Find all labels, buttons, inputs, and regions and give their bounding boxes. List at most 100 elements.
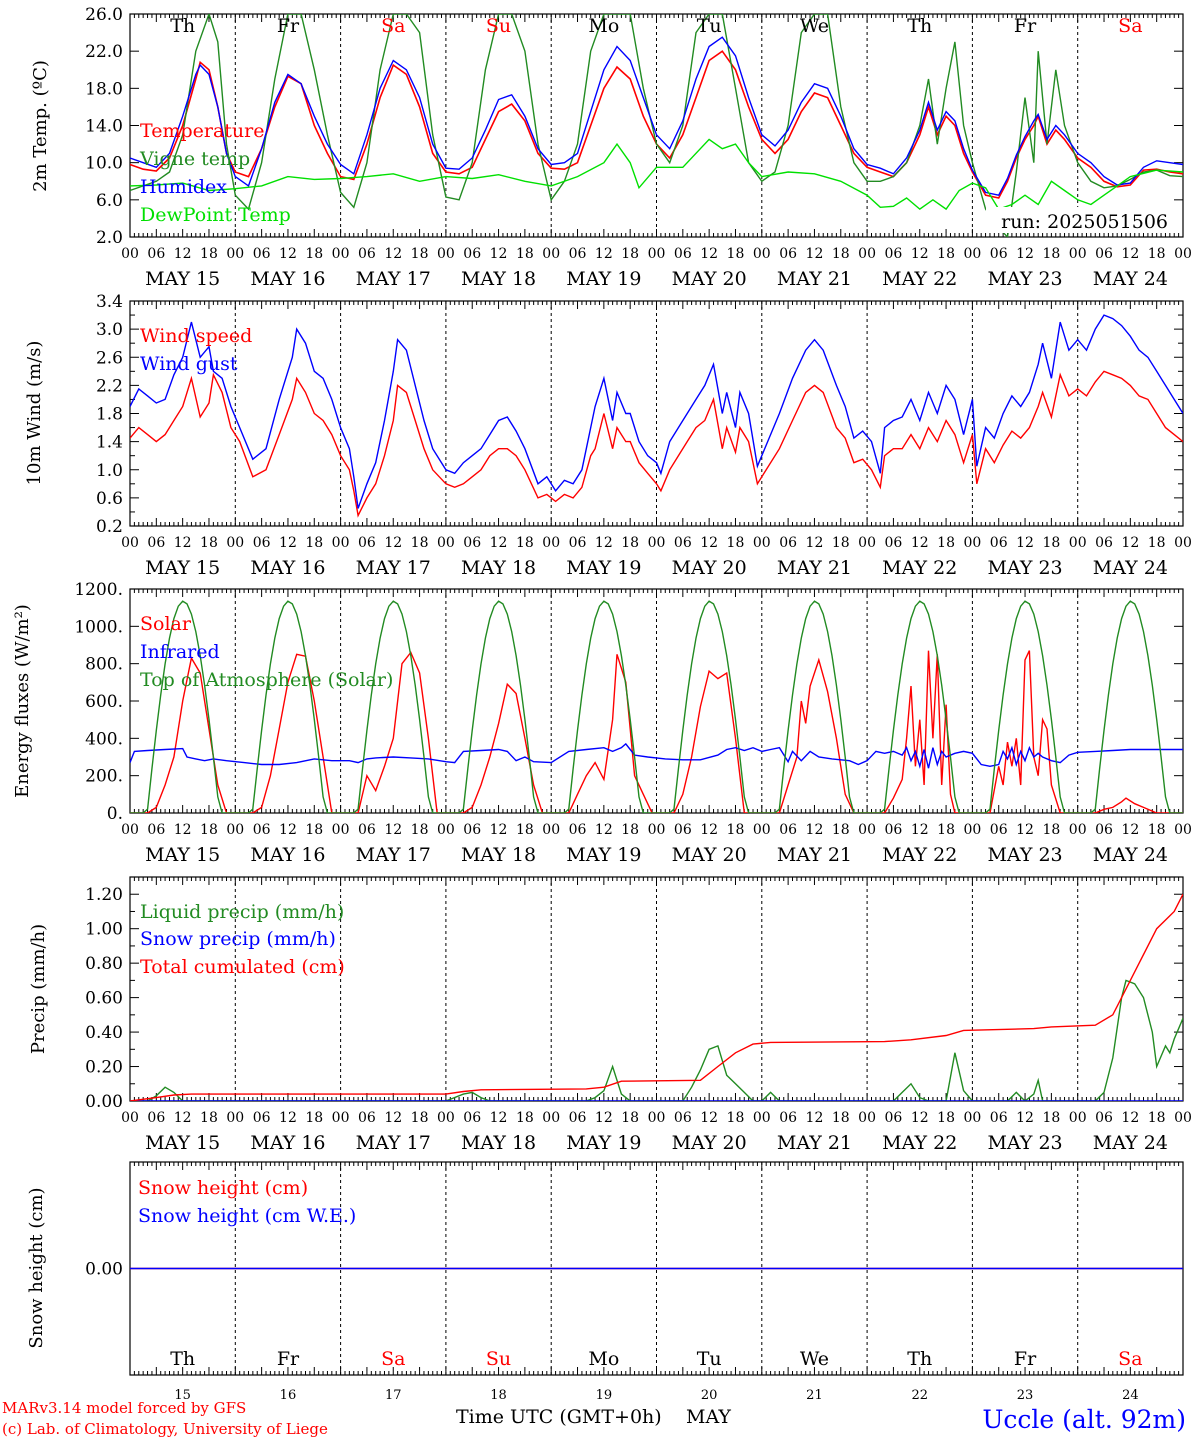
legend-entry: Top of Atmosphere (Solar) — [140, 669, 393, 691]
y-tick-label: 2.0 — [96, 228, 123, 248]
weekday-label: Th — [907, 1348, 932, 1370]
hour-label: 00 — [963, 535, 981, 551]
y-tick-label: 200. — [85, 767, 123, 787]
hour-label: 00 — [542, 535, 560, 551]
panel-1: 2.0 6.0 10.0 14.0 18.0 22.0 26.0 2m Temp. (ºC) 0… — [30, 5, 1192, 290]
hour-label: 18 — [1042, 822, 1060, 838]
hour-label: 06 — [147, 1110, 165, 1126]
hour-label: 06 — [463, 1110, 481, 1126]
run-label: run: 2025051506 — [1001, 211, 1168, 233]
hour-label: 18 — [516, 535, 534, 551]
hour-label: 18 — [200, 535, 218, 551]
hour-label: 00 — [648, 822, 666, 838]
date-label: MAY 22 — [882, 844, 957, 866]
hour-label: 00 — [226, 822, 244, 838]
y-tick-label: 1200. — [74, 580, 123, 600]
hour-label: 00 — [1069, 1110, 1087, 1126]
y-tick-label: 6.0 — [96, 191, 123, 211]
hour-label: 12 — [911, 1110, 929, 1126]
date-label: MAY 15 — [145, 844, 220, 866]
hour-label: 18 — [1148, 1110, 1166, 1126]
y-tick-label: 800. — [85, 655, 123, 675]
series-line-liquid-precip-mm-h- — [130, 979, 1183, 1101]
series-line-solar — [130, 650, 1183, 813]
hour-label: 12 — [1121, 1110, 1139, 1126]
hour-label: 00 — [753, 246, 771, 262]
date-label: MAY 16 — [250, 844, 325, 866]
hour-label: 06 — [253, 822, 271, 838]
date-label: MAY 17 — [356, 1132, 431, 1154]
plot-frame — [129, 300, 1184, 527]
weekday-label: We — [800, 15, 829, 37]
series-line-temperature — [130, 50, 1183, 199]
date-label: MAY 18 — [461, 1132, 536, 1154]
hour-label: 06 — [990, 535, 1008, 551]
hour-label: 06 — [147, 246, 165, 262]
hour-label: 06 — [463, 246, 481, 262]
weekday-label: Mo — [588, 1348, 619, 1370]
hour-label: 12 — [174, 535, 192, 551]
date-label: MAY 16 — [250, 1132, 325, 1154]
date-label: MAY 23 — [987, 557, 1062, 579]
hour-label: 12 — [1016, 822, 1034, 838]
weekday-label: Fr — [277, 1348, 300, 1370]
weekday-label: Th — [170, 15, 195, 37]
station-label: Uccle (alt. 92m) — [982, 1405, 1186, 1434]
series-line-top-of-atmosphere-solar- — [130, 600, 1183, 813]
hour-label: 00 — [542, 1110, 560, 1126]
hour-label: 00 — [332, 246, 350, 262]
hour-label: 12 — [700, 535, 718, 551]
hour-label: 06 — [147, 535, 165, 551]
legend-entry: Wind speed — [140, 325, 252, 347]
hour-label: 06 — [1095, 535, 1113, 551]
hour-label: 18 — [937, 535, 955, 551]
hour-label: 06 — [885, 1110, 903, 1126]
hour-label: 12 — [700, 822, 718, 838]
hour-label: 00 — [858, 535, 876, 551]
hour-label: 00 — [542, 822, 560, 838]
hour-label: 12 — [279, 1110, 297, 1126]
date-label: MAY 22 — [882, 557, 957, 579]
hour-label: 18 — [516, 822, 534, 838]
hour-label: 12 — [1121, 822, 1139, 838]
panel-3: 0. 200. 400. 600. 800. 1000. 1200. Energy fluxe… — [12, 580, 1192, 866]
hour-label: 12 — [174, 246, 192, 262]
weekday-label: Fr — [1014, 1348, 1037, 1370]
hour-label: 18 — [727, 246, 745, 262]
hour-label: 12 — [1016, 1110, 1034, 1126]
hour-label: 18 — [516, 246, 534, 262]
hour-label: 12 — [1121, 246, 1139, 262]
date-label: MAY 22 — [882, 1132, 957, 1154]
hour-label: 06 — [779, 1110, 797, 1126]
day-number: 20 — [701, 1388, 718, 1403]
hour-label: 00 — [1069, 822, 1087, 838]
hour-label: 00 — [1174, 246, 1192, 262]
hour-label: 06 — [674, 822, 692, 838]
hour-label: 06 — [463, 822, 481, 838]
legend-entry: Liquid precip (mm/h) — [140, 901, 344, 923]
hour-label: 00 — [332, 822, 350, 838]
hour-label: 00 — [1174, 822, 1192, 838]
y-axis-label: Precip (mm/h) — [28, 924, 49, 1054]
hour-label: 00 — [437, 246, 455, 262]
date-label: MAY 15 — [145, 1132, 220, 1154]
hour-label: 00 — [226, 535, 244, 551]
hour-label: 06 — [990, 246, 1008, 262]
weekday-label: Tu — [697, 1348, 722, 1370]
legend-entry: Total cumulated (cm) — [140, 956, 345, 978]
legend-entry: Infrared — [140, 641, 220, 663]
hour-label: 00 — [753, 1110, 771, 1126]
hour-label: 18 — [1042, 535, 1060, 551]
hour-label: 12 — [1016, 246, 1034, 262]
date-label: MAY 24 — [1093, 557, 1168, 579]
y-tick-label: 2.2 — [96, 376, 123, 396]
hour-label: 12 — [806, 822, 824, 838]
hour-label: 12 — [806, 1110, 824, 1126]
day-number: 15 — [174, 1388, 191, 1403]
y-axis-label: 10m Wind (m/s) — [24, 341, 45, 486]
y-tick-label: 1000. — [74, 617, 123, 637]
hour-label: 00 — [963, 1110, 981, 1126]
hour-label: 06 — [990, 822, 1008, 838]
y-tick-label: 0.00 — [85, 1260, 123, 1280]
day-number: 18 — [490, 1388, 507, 1403]
